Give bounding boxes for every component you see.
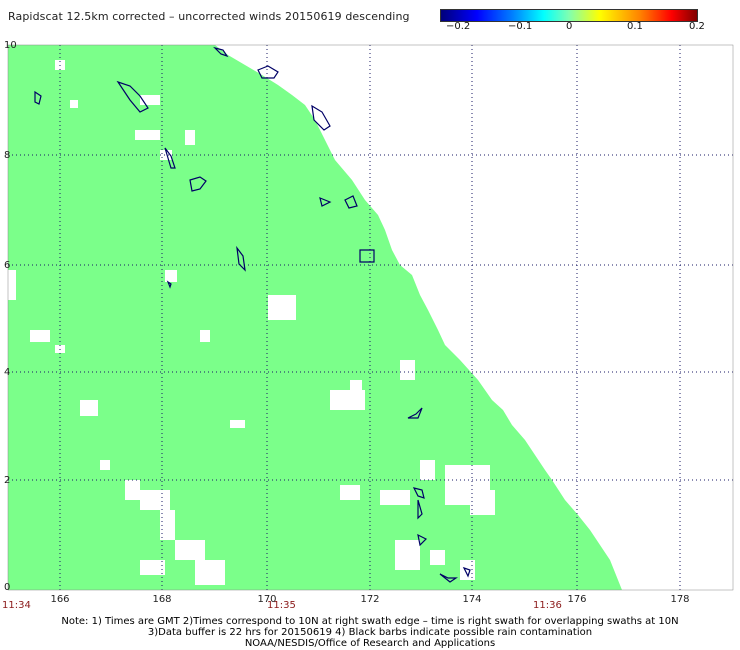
note-line-2: 3)Data buffer is 22 hrs for 20150619 4) …	[147, 627, 593, 638]
x-tick-label: 168	[152, 594, 171, 605]
colorbar-tick: 0.2	[689, 21, 705, 32]
y-tick-label: 6	[4, 260, 10, 271]
y-tick-label: 0	[4, 582, 10, 593]
colorbar-tick: −0.2	[446, 21, 471, 32]
grid-lines	[8, 45, 733, 590]
x-tick-label: 174	[462, 594, 481, 605]
note-line-3: NOAA/NESDIS/Office of Research and Appli…	[244, 638, 496, 649]
time-label: 11:36	[533, 600, 562, 611]
plot-frame	[7, 44, 734, 591]
y-tick-label: 10	[4, 40, 17, 51]
colorbar-tick: −0.1	[508, 21, 533, 32]
y-tick-label: 4	[4, 367, 10, 378]
note-line-1: Note: 1) Times are GMT 2)Times correspon…	[61, 616, 679, 627]
islands	[34, 46, 471, 583]
y-tick-label: 8	[4, 150, 10, 161]
data-gaps	[8, 60, 495, 585]
y-tick-label: 2	[4, 475, 10, 486]
colorbar	[440, 9, 698, 22]
x-tick-label: 178	[670, 594, 689, 605]
x-tick-label: 176	[567, 594, 586, 605]
colorbar-tick: 0	[566, 21, 573, 32]
map-title: Rapidscat 12.5km corrected – uncorrected…	[8, 10, 410, 23]
x-tick-label: 170	[257, 594, 276, 605]
time-label: 11:34	[2, 600, 31, 611]
colorbar-tick: 0.1	[627, 21, 643, 32]
x-tick-label: 166	[50, 594, 69, 605]
x-tick-label: 172	[360, 594, 379, 605]
time-label: 11:35	[267, 600, 296, 611]
